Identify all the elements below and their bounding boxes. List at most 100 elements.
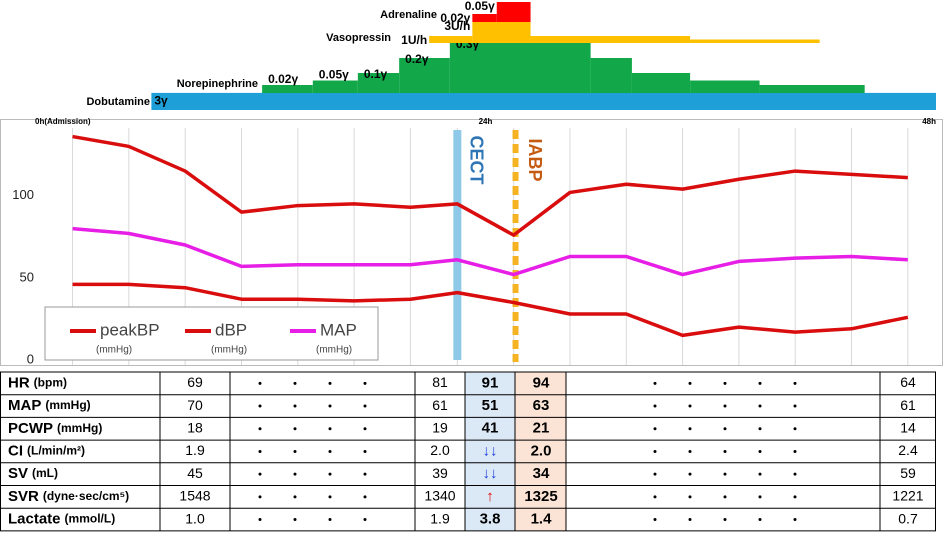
infusion-step	[759, 85, 865, 93]
cell: ↓↓	[483, 442, 498, 459]
infusion-step	[262, 85, 313, 93]
drug-name: Dobutamine	[86, 96, 150, 108]
dot	[293, 381, 297, 385]
dot	[758, 518, 762, 522]
dot	[793, 449, 797, 453]
highlight-iabp	[515, 372, 566, 531]
plot: 0h(Admission) 24h 48h 0 50 100 CECT IABP peakBP (…	[12, 117, 936, 366]
dot	[793, 472, 797, 476]
dot	[258, 427, 262, 431]
infusion-step	[690, 80, 760, 93]
row-unit: (mL)	[32, 466, 58, 480]
dot	[293, 495, 297, 499]
infusion-step	[530, 36, 691, 43]
dot	[688, 518, 692, 522]
dot	[328, 518, 332, 522]
dot	[688, 449, 692, 453]
cell: 18	[187, 419, 203, 435]
cell: 41	[482, 420, 499, 437]
dot	[653, 427, 657, 431]
dot	[793, 518, 797, 522]
dot	[258, 449, 262, 453]
series-line	[72, 282, 909, 338]
cell: 1.0	[185, 510, 205, 526]
dot	[258, 472, 262, 476]
cell: 61	[900, 397, 916, 413]
row-label: MAP (mmHg)	[8, 397, 91, 414]
row-unit: (mmHg)	[57, 421, 102, 435]
dot	[258, 518, 262, 522]
cell: 94	[533, 374, 550, 391]
legend-label: peakBP	[100, 320, 160, 339]
infusion-step	[590, 58, 632, 93]
dose-label: 3γ	[154, 94, 168, 108]
dot	[758, 495, 762, 499]
dot	[758, 472, 762, 476]
cell: 2.0	[430, 442, 450, 458]
cell: 91	[482, 374, 499, 391]
dose-label: 0.02γ	[268, 72, 298, 86]
cell: 1325	[524, 488, 557, 505]
row-name: MAP	[8, 397, 41, 414]
cell: 14	[900, 419, 916, 435]
legend-unit: (mmHg)	[96, 345, 132, 356]
cell: 1340	[424, 488, 455, 504]
row-name: SV	[8, 465, 28, 482]
infusion-step	[399, 58, 450, 93]
dot	[688, 404, 692, 408]
row-label: CI (L/min/m²)	[8, 442, 85, 459]
cell: 59	[900, 465, 916, 481]
row-name: HR	[8, 374, 30, 391]
dot	[723, 404, 727, 408]
row-unit: (dyne·sec/cm⁵)	[43, 489, 129, 503]
dose-label: 0.2γ	[405, 52, 429, 66]
cell: 81	[432, 374, 448, 390]
y-tick-label: 100	[12, 187, 34, 202]
dose-label: 0.05γ	[319, 68, 349, 82]
cell: 51	[482, 397, 499, 414]
dot	[723, 427, 727, 431]
dot	[653, 449, 657, 453]
dot	[723, 472, 727, 476]
row-unit: (bpm)	[34, 376, 67, 390]
dot	[723, 518, 727, 522]
row-name: SVR	[8, 488, 39, 505]
dot	[328, 404, 332, 408]
cell: 63	[533, 397, 550, 414]
dose-label: 3U/h	[444, 19, 470, 33]
dot	[328, 495, 332, 499]
cell: 1548	[179, 488, 210, 504]
dot	[688, 495, 692, 499]
dot	[758, 381, 762, 385]
infusion-step	[472, 22, 531, 43]
cell: 3.8	[480, 511, 501, 528]
infusion-step	[429, 36, 473, 43]
dot	[363, 381, 367, 385]
dot	[793, 404, 797, 408]
dot	[293, 472, 297, 476]
cell: 0.7	[898, 510, 918, 526]
dose-label: 1U/h	[401, 33, 427, 47]
drug-name: Vasopressin	[326, 32, 391, 44]
row-label: SVR (dyne·sec/cm⁵)	[8, 488, 129, 505]
row-unit: (mmol/L)	[65, 512, 116, 526]
dose-label: 0.05γ	[465, 0, 495, 13]
row-name: CI	[8, 442, 23, 459]
cell: 61	[432, 397, 448, 413]
dot	[793, 495, 797, 499]
cell: 39	[432, 465, 448, 481]
table: HR (bpm) 69 81 91 94 64 MAP (mmHg) 70 61 51 63 61 PCWP…	[0, 371, 936, 532]
cell: 19	[432, 419, 448, 435]
legend-label: MAP	[320, 320, 357, 339]
annotation-label: IABP	[525, 138, 545, 181]
dot	[793, 381, 797, 385]
infusion-step	[472, 14, 497, 22]
dot	[293, 518, 297, 522]
dot	[363, 518, 367, 522]
cell: ↓↓	[483, 465, 498, 482]
dot	[363, 449, 367, 453]
row-name: PCWP	[8, 420, 53, 437]
dose-label: 0.1γ	[364, 67, 388, 81]
x-tick-label: 0h(Admission)	[35, 117, 91, 126]
dot	[723, 381, 727, 385]
